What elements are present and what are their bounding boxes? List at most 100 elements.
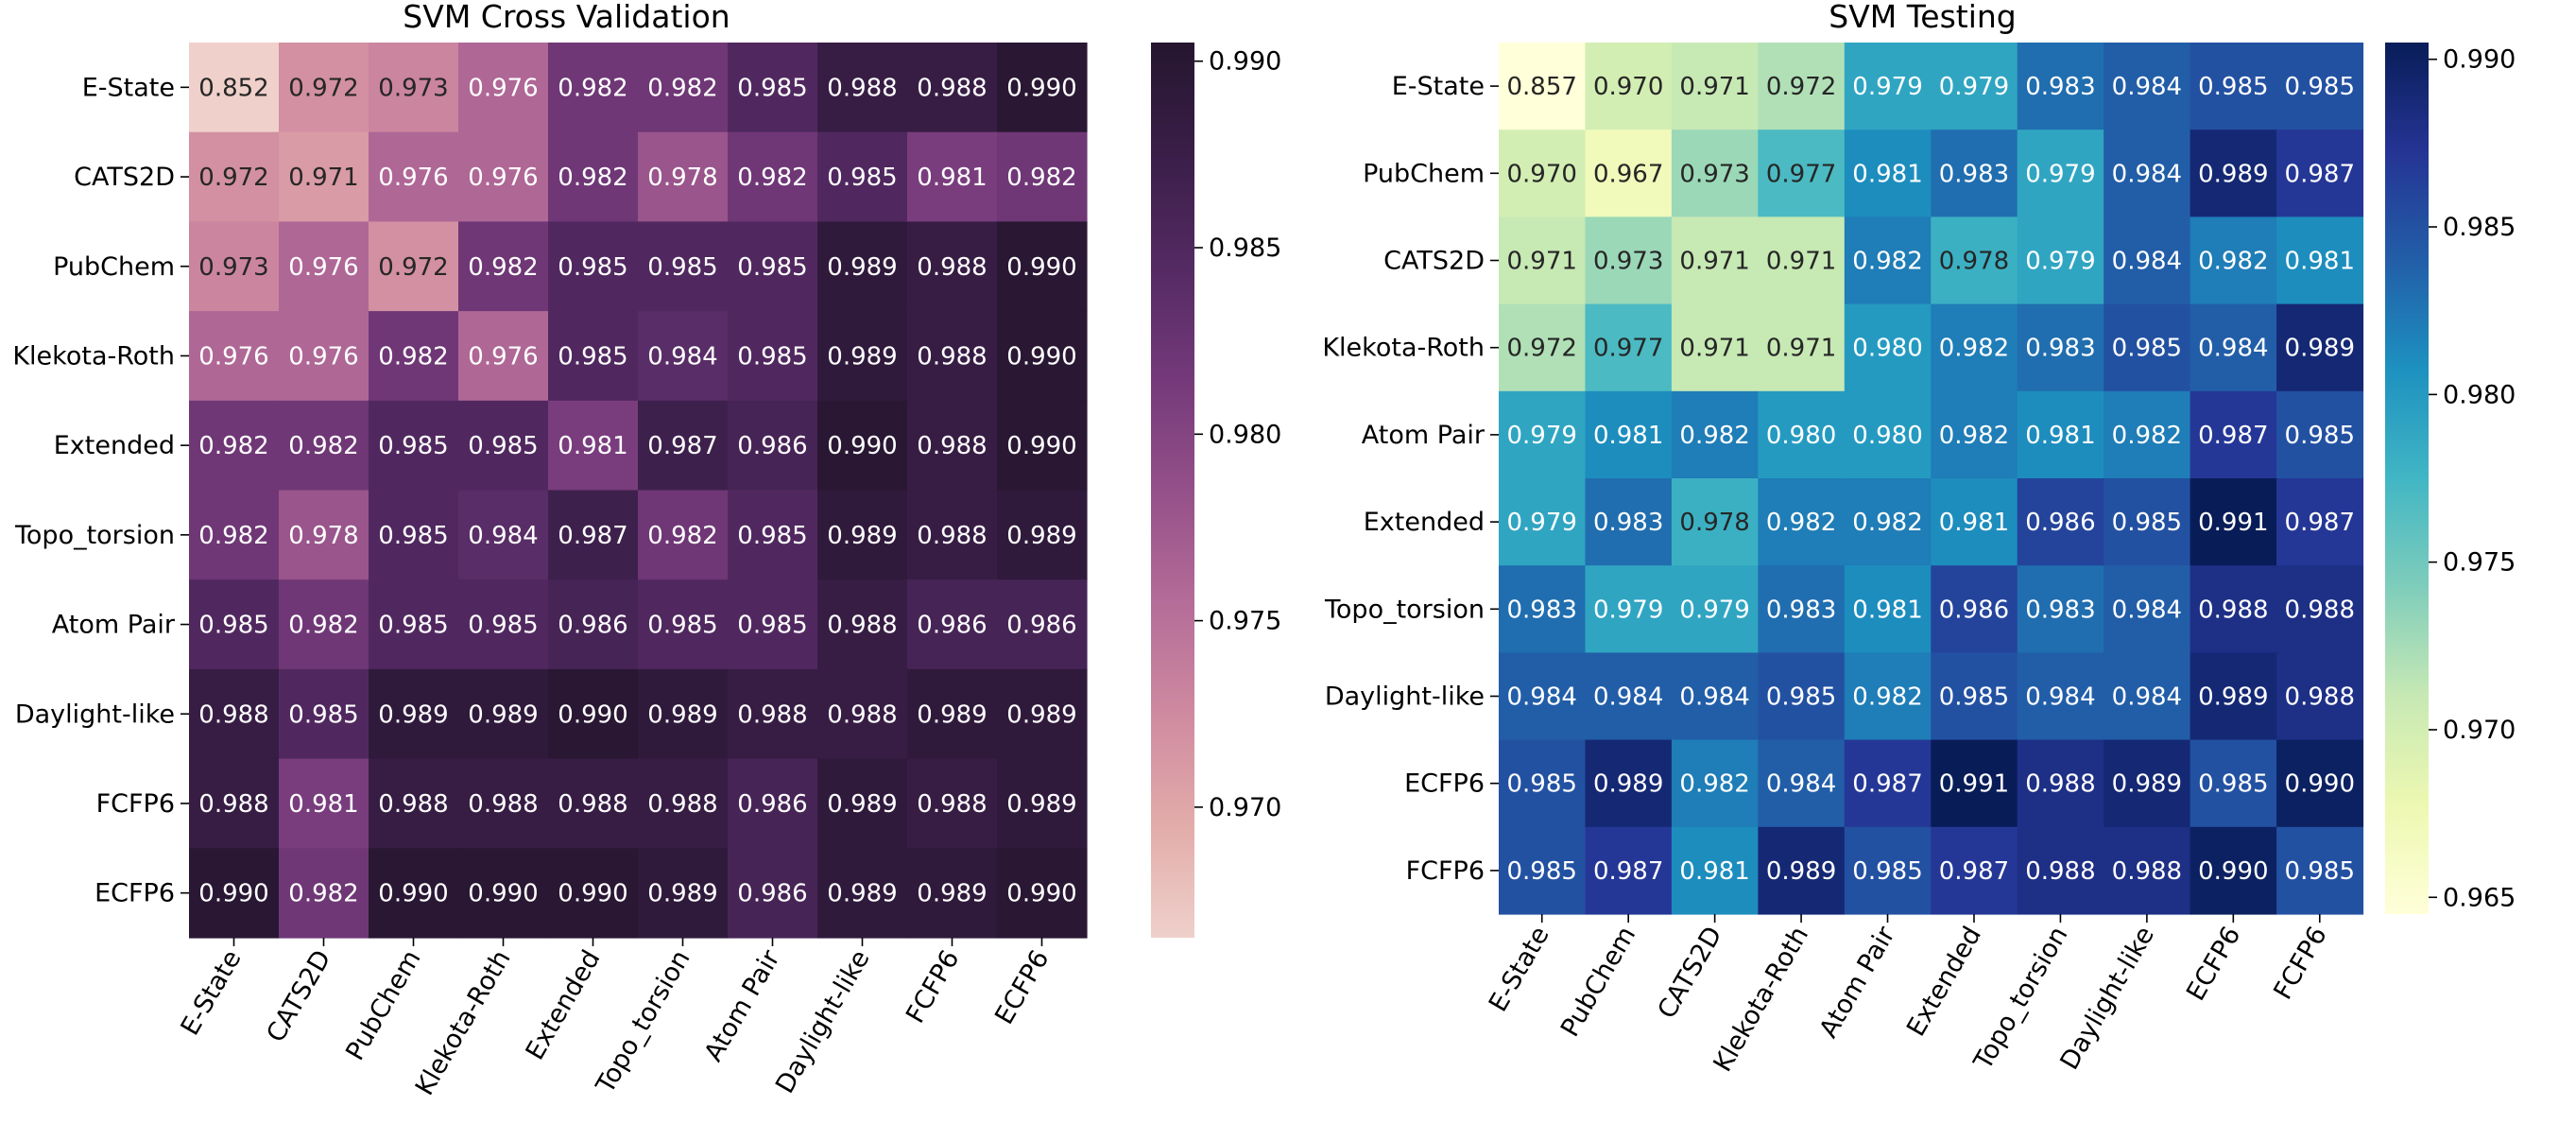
testing-cell-r4-c9 [2276, 390, 2364, 479]
testing-cell-r6-c2 [1671, 565, 1759, 653]
testing-cell-r5-c9 [2276, 478, 2364, 566]
testing-cell-r2-c2 [1671, 216, 1759, 305]
testing-cell-r1-c9 [2276, 130, 2364, 217]
testing-cell-label-r2-c1: 0.973 [1593, 248, 1663, 276]
cv-cell-r7-c8 [907, 668, 998, 760]
cv-cell-r8-c6 [728, 758, 818, 849]
testing-cell-r0-c1 [1585, 43, 1673, 130]
cv-cell-r6-c5 [638, 579, 729, 670]
testing-cell-r3-c4 [1844, 303, 1932, 392]
testing-cell-label-r9-c1: 0.987 [1593, 857, 1663, 886]
testing-cell-r6-c1 [1585, 565, 1673, 653]
cv-cell-label-r6-c7: 0.988 [827, 612, 897, 640]
cv-cell-r0-c9 [997, 43, 1088, 133]
cv-cell-label-r7-c9: 0.989 [1006, 700, 1076, 729]
testing-cell-r4-c6 [2017, 390, 2104, 479]
testing-row-label-atom-pair: Atom Pair [1362, 421, 1485, 450]
cv-cell-label-r5-c5: 0.982 [647, 522, 717, 550]
cv-cell-label-r8-c6: 0.986 [737, 790, 807, 819]
testing-cell-label-r6-c5: 0.986 [1939, 596, 2009, 624]
testing-cell-r7-c9 [2276, 652, 2364, 741]
cv-cell-label-r6-c6: 0.985 [737, 612, 807, 640]
testing-cell-r4-c3 [1758, 390, 1846, 479]
cv-cell-r6-c7 [817, 579, 908, 670]
testing-cell-label-r5-c7: 0.985 [2112, 509, 2182, 537]
testing-cell-r4-c1 [1585, 390, 1673, 479]
testing-cell-label-r9-c8: 0.990 [2198, 857, 2268, 886]
testing-col-label-daylight-like: Daylight-like [2054, 922, 2159, 1075]
cv-cell-r3-c2 [369, 311, 459, 402]
testing-cell-label-r9-c2: 0.981 [1679, 857, 1749, 886]
cv-cell-label-r5-c9: 0.989 [1006, 522, 1076, 550]
testing-cell-label-r5-c3: 0.982 [1766, 509, 1836, 537]
testing-cell-label-r6-c1: 0.979 [1593, 596, 1663, 624]
testing-cell-label-r9-c6: 0.988 [2025, 857, 2095, 886]
cv-cell-r3-c8 [907, 311, 998, 402]
cv-cell-r9-c9 [997, 848, 1088, 939]
cv-cell-r3-c9 [997, 311, 1088, 402]
testing-cell-label-r5-c4: 0.982 [1852, 509, 1922, 537]
testing-cell-r8-c5 [1931, 739, 2018, 828]
testing-cell-r8-c6 [2017, 739, 2104, 828]
testing-colorbar-tick-label: 0.970 [2443, 716, 2516, 745]
testing-col-label-fcfp6: FCFP6 [2268, 922, 2333, 1005]
cv-cell-r7-c7 [817, 668, 908, 760]
cv-cell-label-r0-c5: 0.982 [647, 74, 717, 102]
testing-colorbar-tick-label: 0.975 [2443, 548, 2516, 578]
cv-cell-r4-c9 [997, 400, 1088, 492]
testing-cell-label-r0-c8: 0.985 [2198, 73, 2268, 101]
cv-cell-label-r7-c2: 0.989 [378, 700, 448, 729]
cv-cell-r0-c5 [638, 43, 729, 133]
cv-cell-label-r9-c4: 0.990 [558, 880, 627, 908]
testing-cell-r2-c1 [1585, 216, 1673, 305]
testing-cell-r3-c2 [1671, 303, 1759, 392]
testing-cell-r6-c3 [1758, 565, 1846, 653]
cv-cell-label-r8-c0: 0.988 [198, 790, 268, 819]
cv-cell-label-r4-c0: 0.982 [198, 432, 268, 460]
testing-cell-r0-c3 [1758, 43, 1846, 130]
testing-cell-r8-c3 [1758, 739, 1846, 828]
cv-cell-label-r4-c3: 0.985 [468, 432, 538, 460]
cv-cell-r1-c6 [728, 131, 818, 222]
cv-cell-r5-c6 [728, 490, 818, 580]
testing-cell-r3-c0 [1499, 303, 1587, 392]
cv-cell-label-r2-c9: 0.990 [1006, 253, 1076, 282]
cv-cell-label-r2-c7: 0.989 [827, 253, 897, 282]
testing-cell-label-r7-c4: 0.982 [1852, 683, 1922, 712]
cv-cell-r8-c4 [548, 758, 639, 849]
testing-cell-label-r8-c0: 0.985 [1507, 770, 1577, 799]
testing-cell-label-r0-c1: 0.970 [1593, 73, 1663, 101]
cv-cell-r9-c0 [189, 848, 280, 939]
testing-row-label-e-state: E-State [1392, 72, 1485, 101]
cv-cell-r1-c8 [907, 131, 998, 222]
testing-cell-r9-c8 [2190, 826, 2277, 915]
heatmap-testing: SVM Testing 0.857 0.970 0.971 0.972 0.979 0.9… [1322, 0, 2516, 1077]
cv-cell-label-r8-c8: 0.988 [917, 790, 987, 819]
cv-cell-label-r5-c8: 0.988 [917, 522, 987, 550]
cv-cell-r7-c2 [369, 668, 459, 760]
testing-cell-label-r2-c2: 0.971 [1679, 248, 1749, 276]
cv-cell-r1-c1 [279, 131, 369, 222]
cv-cell-label-r4-c8: 0.988 [917, 432, 987, 460]
cv-cell-label-r5-c3: 0.984 [468, 522, 538, 550]
cv-cell-label-r1-c3: 0.976 [468, 164, 538, 192]
testing-col-label-extended: Extended [1901, 922, 1987, 1042]
testing-cell-label-r7-c2: 0.984 [1679, 683, 1749, 712]
cv-cell-r1-c4 [548, 131, 639, 222]
testing-cell-label-r8-c6: 0.988 [2025, 770, 2095, 799]
testing-cell-r6-c4 [1844, 565, 1932, 653]
cv-colorbar-tick-label: 0.990 [1209, 47, 1281, 77]
cv-cell-label-r7-c5: 0.989 [647, 700, 717, 729]
cv-cell-label-r7-c0: 0.988 [198, 700, 268, 729]
cv-cell-r8-c7 [817, 758, 908, 849]
cv-col-label-fcfp6: FCFP6 [901, 945, 966, 1028]
cv-row-label-klekota-roth: Klekota-Roth [12, 341, 175, 371]
testing-cell-label-r2-c0: 0.971 [1507, 248, 1577, 276]
cv-cell-label-r5-c4: 0.987 [558, 522, 627, 550]
cv-row-label-e-state: E-State [82, 73, 175, 102]
testing-cell-label-r1-c2: 0.973 [1679, 160, 1749, 188]
cv-cell-r8-c8 [907, 758, 998, 849]
cv-cell-r1-c3 [458, 131, 549, 222]
testing-cell-label-r4-c4: 0.980 [1852, 422, 1922, 450]
testing-cell-label-r7-c3: 0.985 [1766, 683, 1836, 712]
